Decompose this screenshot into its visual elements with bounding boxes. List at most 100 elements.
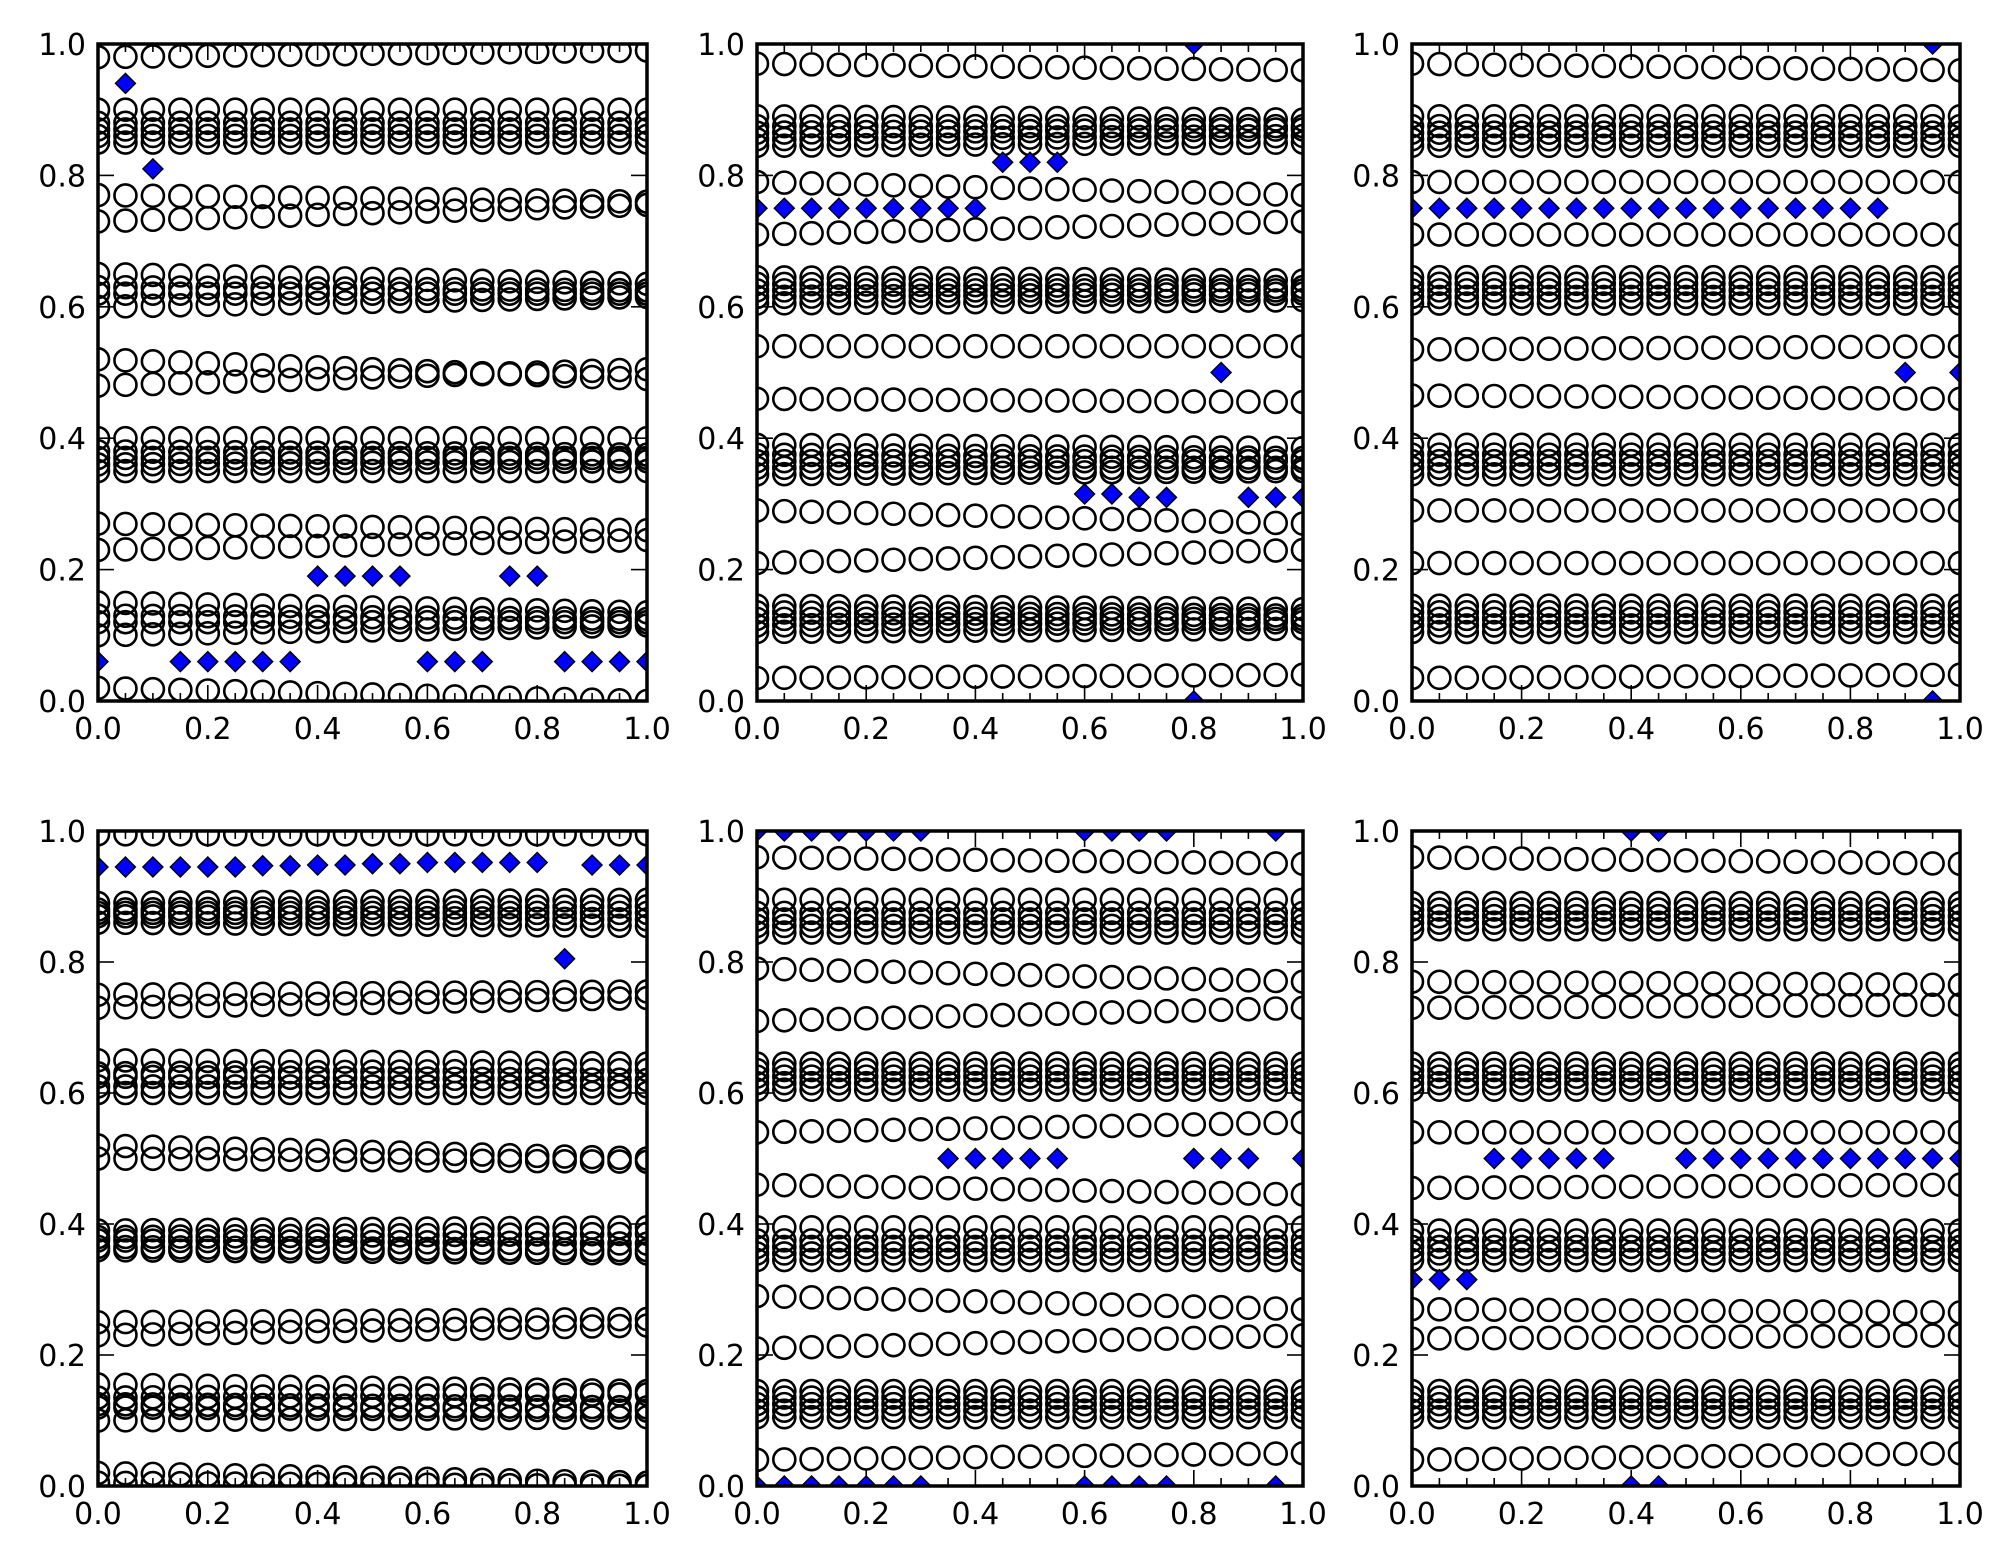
circle-point bbox=[1427, 1175, 1452, 1201]
circle-point bbox=[1509, 897, 1534, 922]
circle-point bbox=[222, 1228, 248, 1254]
circle-point bbox=[1072, 1178, 1097, 1203]
circle-point bbox=[634, 1306, 647, 1332]
circle-point bbox=[1236, 538, 1261, 564]
circle-point bbox=[140, 1074, 166, 1099]
circle-point bbox=[1920, 1120, 1945, 1145]
circle-point bbox=[908, 290, 934, 315]
circle-point bbox=[1045, 1051, 1070, 1076]
circle-point bbox=[113, 904, 138, 929]
circle-point bbox=[1536, 1070, 1562, 1096]
circle-point bbox=[771, 665, 797, 691]
circle-point bbox=[305, 1223, 330, 1249]
circle-point bbox=[1208, 900, 1234, 926]
diamond-point bbox=[757, 1475, 768, 1486]
circle-point bbox=[1154, 508, 1179, 533]
circle-point bbox=[1290, 107, 1303, 132]
circle-point bbox=[1536, 664, 1562, 690]
circle-point bbox=[771, 845, 797, 870]
circle-point bbox=[140, 1217, 166, 1243]
circle-point bbox=[469, 123, 495, 149]
circle-point bbox=[1591, 278, 1617, 303]
circle-point bbox=[826, 612, 852, 638]
circle-point bbox=[1755, 593, 1781, 619]
circle-point bbox=[579, 1314, 605, 1339]
circle-point bbox=[360, 1223, 385, 1248]
circle-point bbox=[1126, 388, 1152, 414]
circle-point bbox=[1892, 600, 1918, 625]
circle-point bbox=[98, 458, 111, 484]
circle-point bbox=[1236, 1295, 1261, 1321]
circle-point bbox=[799, 1234, 824, 1260]
circle-point bbox=[195, 130, 221, 155]
circle-point bbox=[1755, 1070, 1781, 1096]
circle-point bbox=[1263, 389, 1288, 415]
circle-point bbox=[1154, 907, 1179, 932]
diamond-point bbox=[443, 650, 466, 673]
circle-point bbox=[771, 1077, 797, 1103]
circle-point bbox=[1454, 890, 1480, 916]
circle-point bbox=[250, 451, 276, 476]
circle-point bbox=[360, 682, 385, 701]
circle-point bbox=[1838, 1398, 1863, 1423]
circle-point bbox=[497, 516, 523, 541]
circle-point bbox=[1181, 1214, 1207, 1240]
circle-point bbox=[799, 499, 824, 525]
y-tick-label: 0.8 bbox=[38, 159, 86, 194]
circle-point bbox=[881, 600, 906, 626]
circle-point bbox=[1701, 271, 1726, 297]
circle-point bbox=[634, 887, 647, 913]
circle-point bbox=[1045, 176, 1070, 202]
y-tick-label: 0.2 bbox=[697, 1339, 745, 1374]
circle-point bbox=[469, 530, 495, 556]
circle-point bbox=[634, 979, 647, 1004]
circle-point bbox=[771, 1398, 797, 1423]
circle-point bbox=[1947, 1070, 1960, 1096]
circle-point bbox=[415, 199, 440, 224]
circle-point bbox=[1646, 54, 1671, 79]
diamond-point bbox=[114, 72, 137, 95]
circle-point bbox=[1564, 442, 1589, 467]
circle-point bbox=[1208, 1111, 1234, 1137]
circle-point bbox=[1755, 1443, 1781, 1468]
circle-point bbox=[1208, 997, 1234, 1023]
circle-point bbox=[1154, 56, 1179, 81]
circle-point bbox=[1181, 1241, 1207, 1266]
diamond-point bbox=[416, 851, 439, 874]
circle-point bbox=[305, 450, 330, 476]
circle-point bbox=[881, 113, 906, 139]
circle-point bbox=[1427, 1057, 1452, 1083]
circle-point bbox=[497, 287, 523, 312]
circle-point bbox=[1481, 916, 1507, 942]
circle-point bbox=[1509, 916, 1534, 942]
circle-point bbox=[1618, 606, 1644, 632]
circle-point bbox=[1947, 103, 1960, 129]
circle-point bbox=[1536, 1404, 1562, 1430]
circle-point bbox=[250, 281, 276, 306]
circle-point bbox=[757, 1228, 770, 1253]
diamond-point bbox=[1510, 197, 1533, 220]
circle-point bbox=[1701, 593, 1726, 619]
circle-point bbox=[387, 617, 413, 643]
circle-point bbox=[799, 133, 824, 158]
circle-point bbox=[607, 285, 632, 310]
diamond-point bbox=[1675, 197, 1697, 220]
circle-point bbox=[1947, 462, 1960, 487]
circle-point bbox=[634, 1241, 647, 1266]
circle-point bbox=[634, 985, 647, 1011]
circle-point bbox=[1263, 996, 1288, 1021]
y-tick-label: 0.4 bbox=[38, 422, 86, 457]
circle-point bbox=[360, 123, 385, 149]
circle-point bbox=[360, 1147, 385, 1173]
circle-point bbox=[1728, 1391, 1754, 1417]
diamond-point bbox=[909, 1475, 932, 1486]
circle-point bbox=[1646, 1444, 1671, 1470]
circle-point bbox=[1099, 131, 1125, 156]
circle-point bbox=[168, 130, 193, 155]
circle-point bbox=[552, 1397, 577, 1423]
circle-point bbox=[168, 1217, 193, 1243]
circle-point bbox=[469, 1397, 495, 1422]
circle-point bbox=[1208, 56, 1234, 82]
circle-point bbox=[579, 887, 605, 913]
circle-point bbox=[277, 203, 303, 228]
